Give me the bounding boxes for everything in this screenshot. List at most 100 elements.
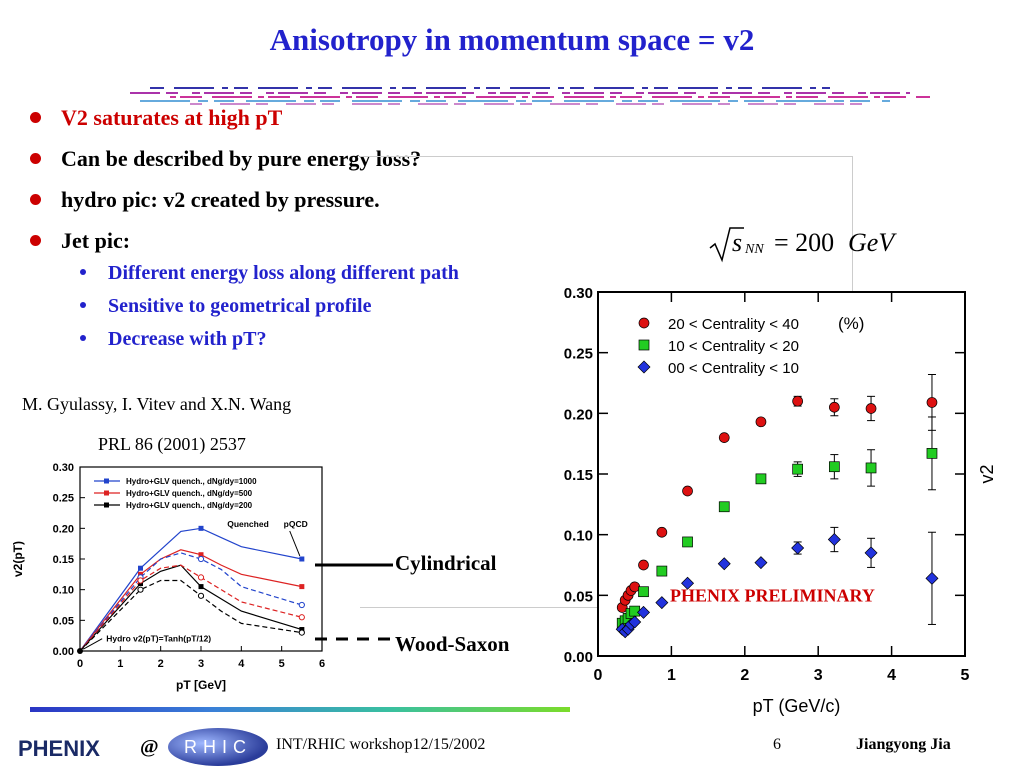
- data-point: [628, 615, 642, 629]
- bullet-text: Jet pic:: [61, 228, 131, 253]
- cylindrical-label: Cylindrical: [395, 551, 497, 575]
- rhic-logo-text: RHIC: [184, 737, 252, 757]
- y-tick-label: 0.05: [564, 588, 593, 605]
- series-line: [79, 564, 302, 652]
- phenix-v2-chart: 0.00 0.05 0.10 0.15 0.20 0.25 0.30 0 1 2 3 4 5 pT (Ge…: [564, 285, 997, 716]
- data-point: [791, 541, 805, 555]
- legend-marker: [104, 502, 109, 508]
- data-point: [865, 403, 877, 414]
- data-point: [298, 629, 305, 636]
- y-axis-label: v2(pT): [11, 541, 25, 577]
- annotation-hydro: Hydro v2(pT)=Tanh(pT/12): [106, 634, 211, 644]
- phenix-preliminary-label: PHENIX PRELIMINARY: [670, 585, 875, 605]
- y-tick-label: 0.25: [53, 493, 74, 505]
- slide-title: Anisotropy in momentum space = v2: [269, 22, 755, 57]
- plot-frame: [597, 291, 966, 657]
- data-point: [755, 416, 767, 428]
- bullet-text: hydro pic: v2 created by pressure.: [61, 187, 380, 212]
- series-line: [79, 552, 303, 652]
- y-tick-label: 0.20: [53, 523, 74, 535]
- data-point: [638, 586, 649, 598]
- data-point: [298, 601, 305, 609]
- data-point: [828, 461, 840, 473]
- data-point: [629, 605, 641, 617]
- series-line: [79, 549, 302, 652]
- data-point: [138, 565, 143, 571]
- x-tick-label: 1: [117, 658, 123, 670]
- data-point: [298, 614, 305, 621]
- data-point: [925, 571, 939, 585]
- data-point: [198, 584, 204, 590]
- series-line: [79, 579, 302, 652]
- rhic-logo: RHIC: [168, 728, 268, 766]
- formula-subscript: NN: [745, 242, 764, 257]
- x-tick-label: 2: [740, 667, 749, 684]
- bullet-text: Can be described by pure energy loss?: [61, 146, 422, 171]
- bullet-item: hydro pic: v2 created by pressure.: [30, 187, 380, 213]
- phenix-logo: PHENIX: [18, 736, 100, 762]
- x-tick-label: 1: [667, 667, 676, 684]
- bullet-item: V2 saturates at high pT: [30, 105, 282, 131]
- theory-v2-chart: 0.00 0.05 0.10 0.15 0.20 0.25 0.30 0 1 2 3 4 5 6 pT [G…: [11, 462, 325, 692]
- bullet-item: Jet pic:: [30, 228, 130, 254]
- bullet-text: V2 saturates at high pT: [61, 105, 283, 130]
- decorative-rule: [130, 87, 930, 105]
- y-tick-label: 0.00: [53, 646, 74, 658]
- x-tick-label: 4: [238, 658, 245, 670]
- data-point: [137, 586, 144, 593]
- legend-marker: [104, 478, 109, 484]
- data-point: [197, 555, 205, 563]
- data-point: [638, 559, 649, 571]
- y-tick-label: 0.00: [564, 649, 593, 666]
- data-point: [718, 432, 730, 443]
- y-tick-label: 0.30: [564, 285, 593, 302]
- x-tick-label: 2: [158, 658, 164, 670]
- legend-label: 00 < Centrality < 10: [668, 360, 799, 377]
- x-tick-label: 4: [887, 667, 896, 684]
- bullet-dot-icon: [30, 153, 41, 165]
- y-tick-label: 0.10: [564, 528, 593, 545]
- legend-label: Hydro+GLV quench., dNg/dy=200: [126, 501, 253, 510]
- data-point: [792, 463, 803, 475]
- data-point: [717, 557, 731, 571]
- sub-bullet-dot-icon: [80, 302, 86, 309]
- y-tick-label: 0.10: [53, 585, 74, 597]
- data-point: [754, 556, 768, 570]
- formula-unit: GeV: [848, 228, 895, 257]
- data-point: [682, 485, 693, 497]
- y-tick-label: 0.05: [53, 615, 74, 627]
- annotation-quenched: Quenched: [227, 519, 269, 529]
- series-line: [79, 564, 303, 652]
- legend-label: 20 < Centrality < 40: [668, 316, 799, 333]
- sub-bullet-text: Decrease with pT?: [108, 328, 267, 350]
- data-point: [718, 501, 730, 513]
- data-point: [137, 577, 144, 584]
- data-point: [681, 576, 695, 590]
- formula-value: = 200: [774, 228, 835, 257]
- data-point: [197, 592, 205, 599]
- data-point: [864, 546, 878, 560]
- legend-marker: [104, 490, 109, 496]
- annotation-arrow: [82, 638, 103, 650]
- sub-bullet-item: Sensitive to geometrical profile: [80, 295, 371, 318]
- sub-bullet-text: Different energy loss along different pa…: [108, 262, 459, 284]
- sqrt-icon: [709, 227, 744, 263]
- y-tick-label: 0.15: [53, 554, 74, 566]
- y-tick-label: 0.30: [53, 462, 74, 474]
- footer-workshop: INT/RHIC workshop12/15/2002: [276, 736, 486, 753]
- origin-point: [77, 648, 83, 654]
- sub-bullet-dot-icon: [80, 269, 86, 276]
- legend-marker: [638, 317, 650, 329]
- phenix-logo-text: PHENIX: [18, 736, 100, 761]
- legend-marker: [637, 360, 651, 374]
- x-tick-label: 3: [198, 658, 204, 670]
- x-tick-label: 0: [594, 667, 603, 684]
- legend-label: 10 < Centrality < 20: [668, 338, 799, 355]
- data-point: [656, 565, 668, 577]
- data-point: [198, 552, 204, 558]
- woodsaxon-label: Wood-Saxon: [395, 632, 510, 656]
- data-point: [755, 473, 767, 485]
- legend-marker: [638, 339, 650, 351]
- data-point: [792, 395, 803, 407]
- footer-page-number: 6: [773, 736, 781, 753]
